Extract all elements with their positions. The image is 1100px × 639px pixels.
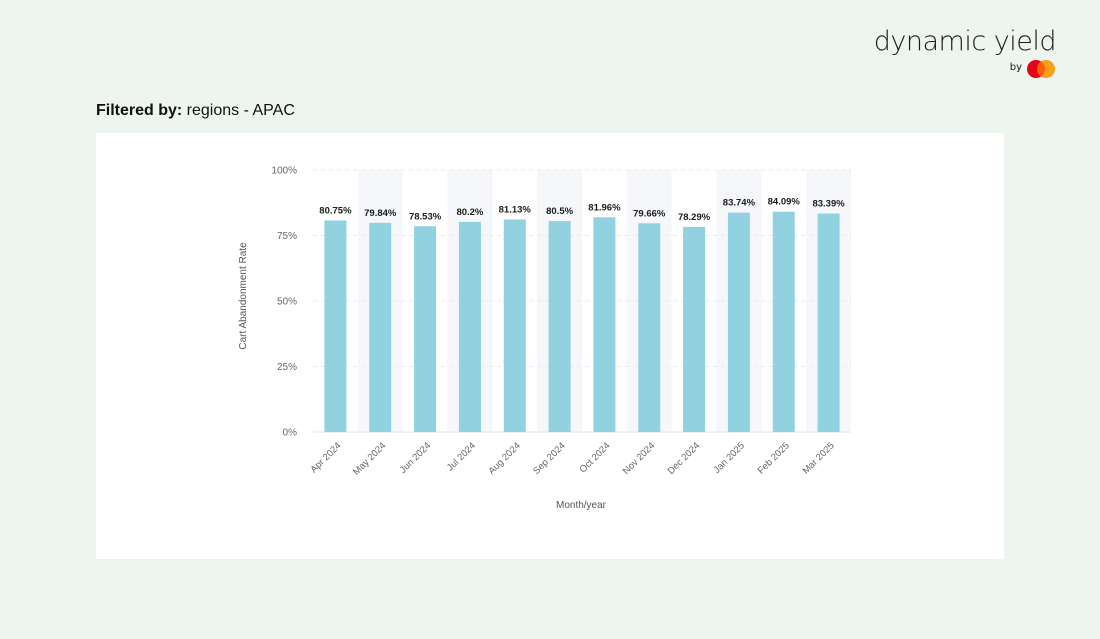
bar[interactable] xyxy=(727,212,750,432)
filter-value: regions - APAC xyxy=(182,102,295,119)
x-tick-label: Sep 2024 xyxy=(531,440,568,477)
data-label: 79.84% xyxy=(364,208,397,219)
y-tick-label: 100% xyxy=(271,166,297,177)
bar[interactable] xyxy=(817,213,840,432)
x-tick-label: Nov 2024 xyxy=(621,440,658,477)
y-tick-label: 50% xyxy=(277,297,297,308)
data-label: 81.13% xyxy=(499,204,532,215)
bar-chart: 0%25%50%75%100% 80.75% 79.84% 78.53% 80.2% 8… xyxy=(238,166,851,511)
chart-card: 0% 25% 50% 75% 100% 80.75% 79.84% 78.53% 80.2% 8… xyxy=(96,133,1004,559)
x-axis-ticks: Apr 2024 May 2024 Jun 2024 Jul 2024 Aug 2024… xyxy=(308,440,836,477)
brand-by-text: by xyxy=(1009,62,1022,73)
data-label: 83.74% xyxy=(723,198,756,209)
y-tick-label: 0% xyxy=(283,428,298,439)
x-tick-label: Feb 2025 xyxy=(756,440,792,476)
grid-lines xyxy=(313,169,851,433)
data-label: 84.09% xyxy=(768,197,801,208)
bar[interactable] xyxy=(638,223,661,432)
data-label: 80.2% xyxy=(456,207,483,218)
y-tick-label: 75% xyxy=(277,231,297,242)
data-label: 83.39% xyxy=(812,199,845,210)
x-tick-label: Jun 2024 xyxy=(398,440,433,475)
bar[interactable] xyxy=(458,221,481,432)
brand-logo: dynamic yield by xyxy=(836,26,1057,82)
x-tick-label: Oct 2024 xyxy=(577,440,612,475)
bar[interactable] xyxy=(324,220,347,432)
x-tick-label: Apr 2024 xyxy=(308,440,343,475)
filter-label: Filtered by: xyxy=(96,102,183,119)
y-tick-label: 25% xyxy=(277,362,297,373)
bar[interactable] xyxy=(548,221,571,432)
bar[interactable] xyxy=(683,226,706,432)
brand-name: dynamic yield xyxy=(873,26,1057,57)
bar[interactable] xyxy=(503,219,526,432)
x-tick-label: Jan 2025 xyxy=(712,440,747,475)
x-axis-label: Month/year xyxy=(556,500,607,511)
x-tick-label: May 2024 xyxy=(351,440,388,477)
data-label: 78.53% xyxy=(409,211,442,222)
mastercard-logo-icon xyxy=(1027,60,1055,78)
data-label: 80.5% xyxy=(546,206,573,217)
x-tick-label: Mar 2025 xyxy=(801,440,837,476)
data-label: 80.75% xyxy=(319,205,352,216)
bar[interactable] xyxy=(414,226,437,432)
value-labels: 80.75% 79.84% 78.53% 80.2% 81.13% 80.5% 81.96%… xyxy=(319,197,845,223)
bar[interactable] xyxy=(772,211,795,432)
bars xyxy=(324,211,840,432)
y-axis-label: Cart Abandonment Rate xyxy=(238,242,249,350)
data-label: 78.29% xyxy=(678,212,711,223)
bar[interactable] xyxy=(593,217,616,432)
x-tick-label: Aug 2024 xyxy=(486,440,523,477)
data-label: 79.66% xyxy=(633,208,666,219)
x-tick-label: Dec 2024 xyxy=(666,440,703,477)
bar[interactable] xyxy=(369,222,392,432)
y-axis-ticks: 0% 25% 50% 75% 100% xyxy=(271,166,297,439)
data-label: 81.96% xyxy=(588,202,621,213)
x-tick-label: Jul 2024 xyxy=(445,440,478,473)
filter-summary: Filtered by: regions - APAC xyxy=(96,102,295,120)
